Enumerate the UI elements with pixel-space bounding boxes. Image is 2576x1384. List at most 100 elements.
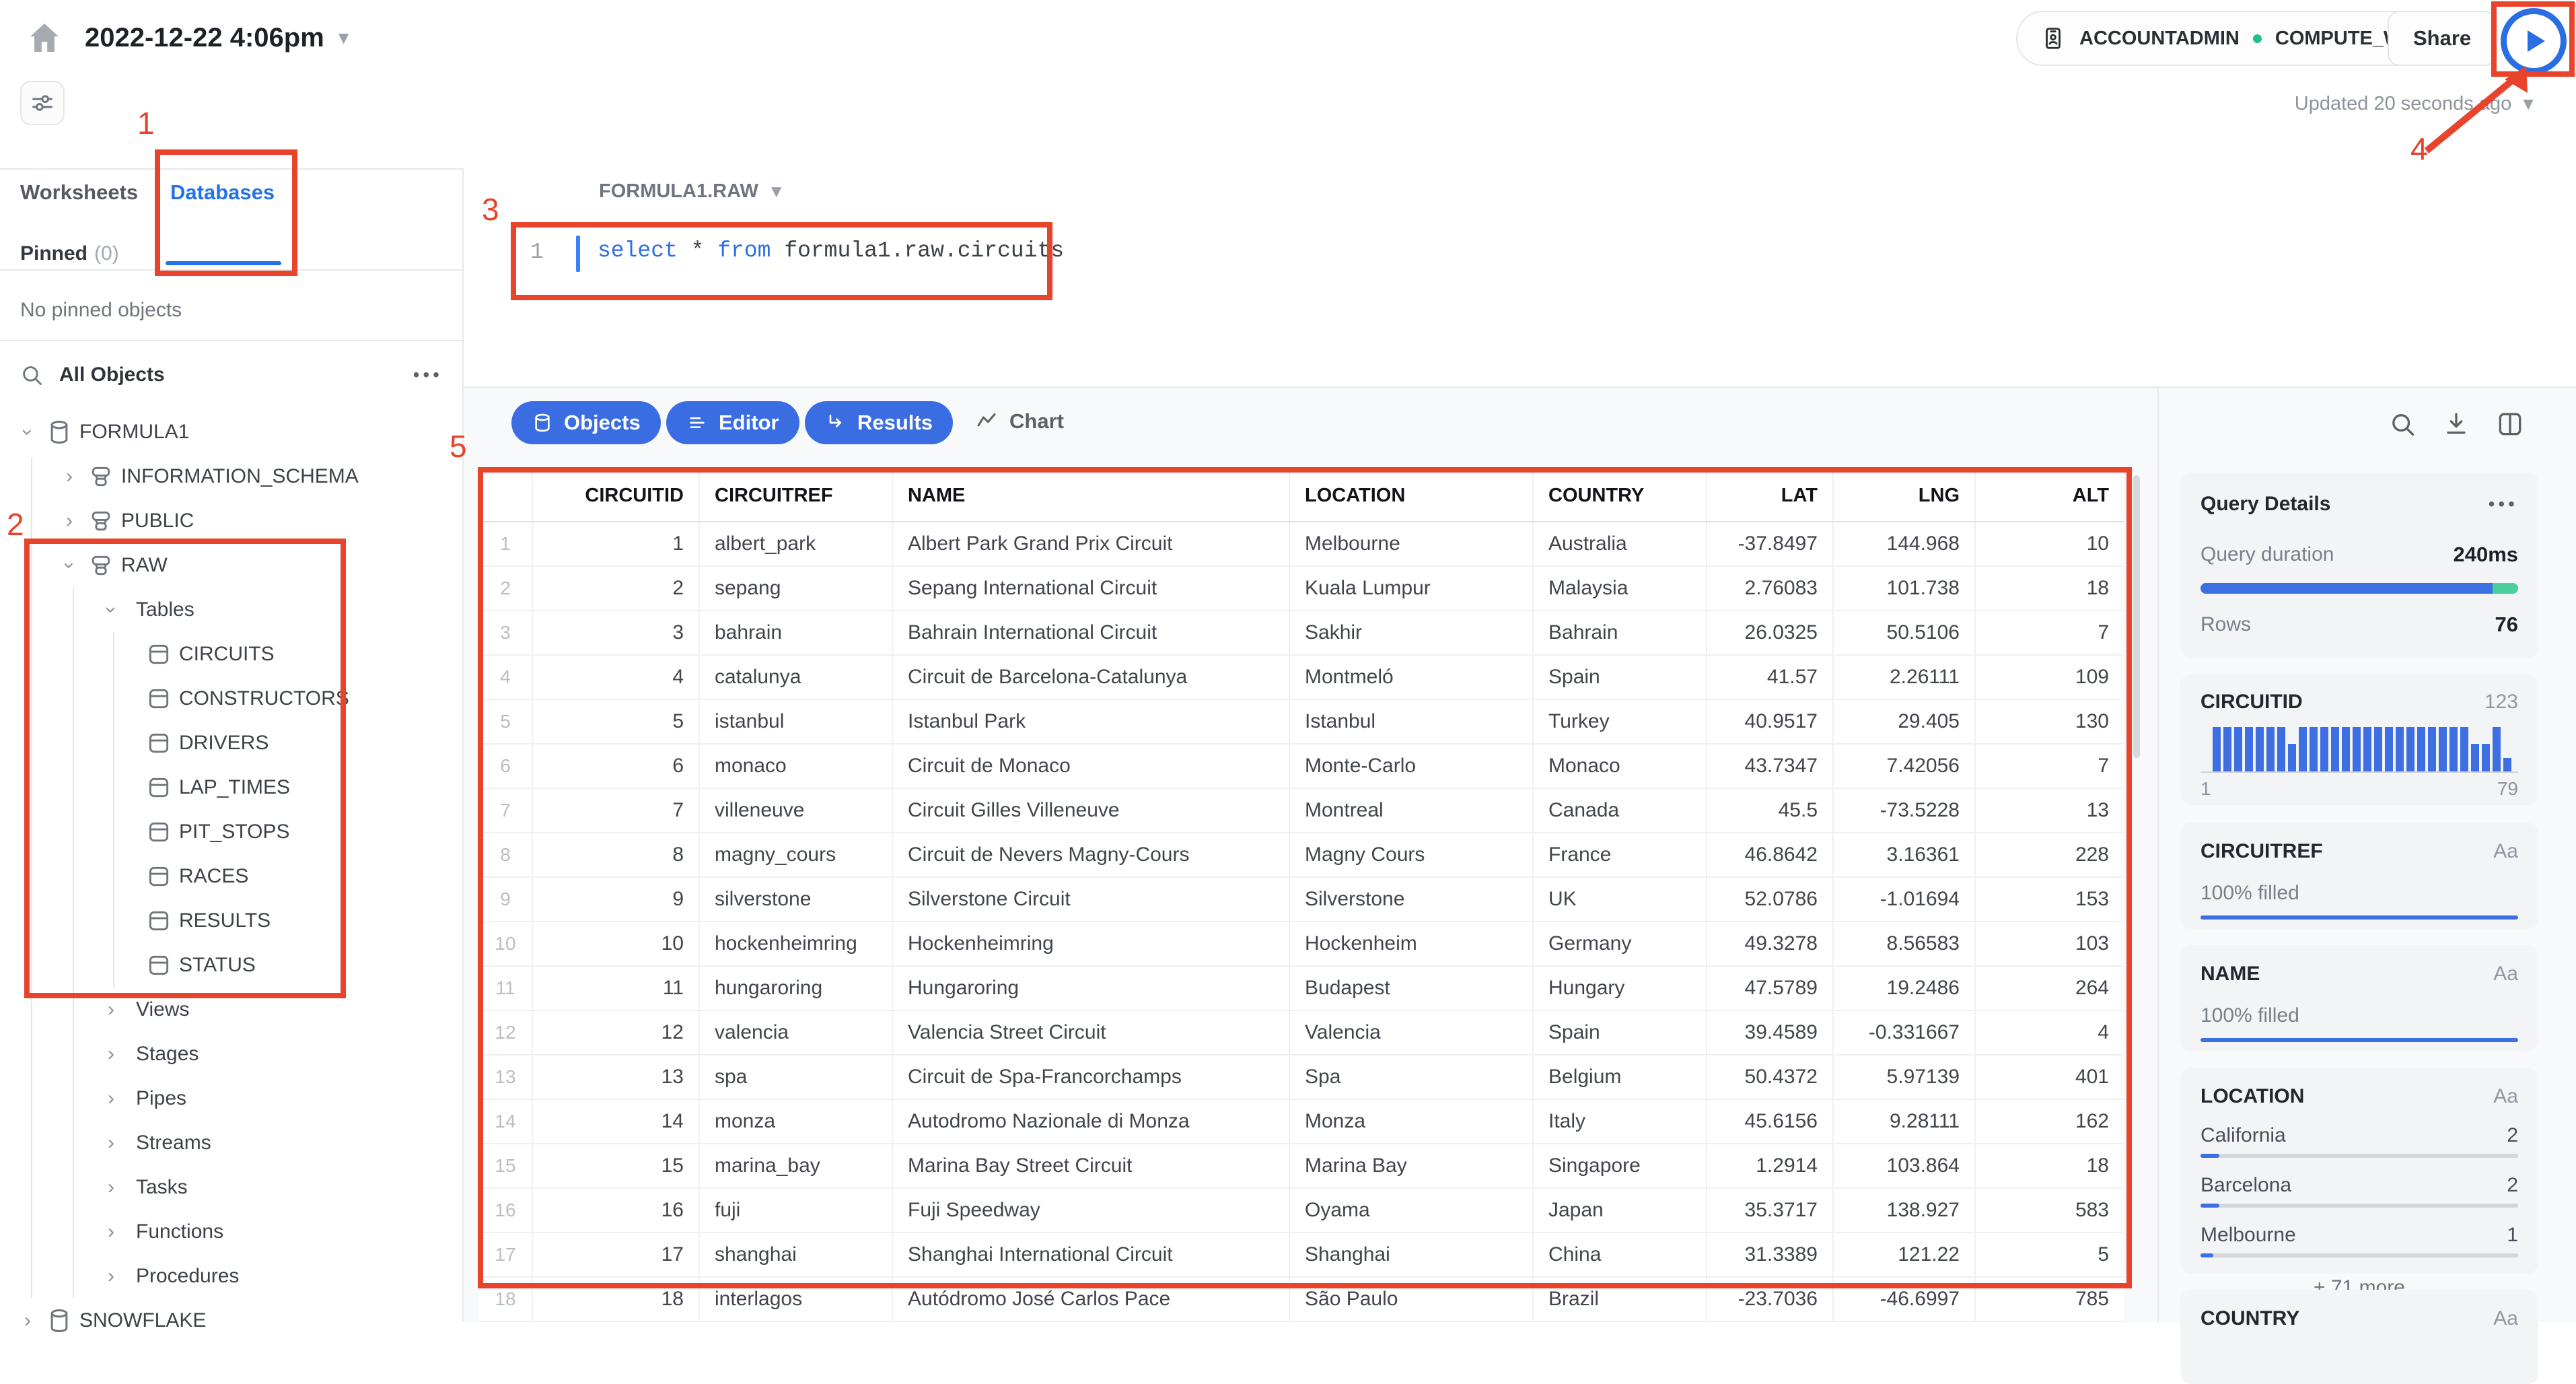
cell[interactable]: 7 (2098, 755, 2109, 777)
tree-item-races[interactable]: RACES (0, 854, 462, 899)
cell[interactable]: Belgium (1534, 1056, 1707, 1099)
sql-code-line[interactable]: select * from formula1.raw.circuits (598, 238, 1064, 263)
cell[interactable]: 5.97139 (1834, 1056, 1976, 1099)
chevron-right-icon[interactable]: › (108, 1132, 114, 1154)
split-view-button[interactable] (2495, 409, 2525, 439)
cell[interactable]: 12 (533, 1011, 700, 1054)
tab-chart[interactable]: Chart (974, 409, 1064, 434)
cell[interactable]: France (1534, 833, 1707, 876)
cell[interactable]: 153 (2075, 888, 2109, 910)
cell[interactable]: 31.3389 (1707, 1233, 1834, 1276)
column-header-circuitref[interactable]: CIRCUITREF (700, 470, 893, 521)
chevron-down-icon[interactable]: › (17, 429, 39, 436)
cell[interactable]: 47.5789 (1707, 967, 1834, 1010)
table-row[interactable]: 15 15 marina_bay Marina Bay Street Circuit M… (479, 1144, 2124, 1189)
cell[interactable]: Spain (1534, 656, 1707, 699)
table-row[interactable]: 10 10 hockenheimring Hockenheimring Hockenhe… (479, 922, 2124, 967)
cell[interactable]: bahrain (700, 611, 893, 654)
table-row[interactable]: 1 1 albert_park Albert Park Grand Prix Circ… (479, 522, 2124, 567)
tab-objects[interactable]: Objects (511, 401, 661, 444)
cell[interactable]: silverstone (700, 878, 893, 921)
column-header-alt[interactable]: ALT (2072, 484, 2109, 506)
cell[interactable]: 101.738 (1834, 567, 1976, 610)
tree-item-information_schema[interactable]: › INFORMATION_SCHEMA (0, 454, 462, 499)
table-row[interactable]: 5 5 istanbul Istanbul Park Istanbul Turkey 40.… (479, 700, 2124, 745)
cell[interactable]: hungaroring (700, 967, 893, 1010)
chevron-right-icon[interactable]: › (108, 998, 114, 1020)
chevron-right-icon[interactable]: › (66, 465, 73, 487)
chevron-right-icon[interactable]: › (108, 1087, 114, 1109)
cell[interactable]: Marina Bay (1290, 1144, 1534, 1187)
table-row[interactable]: 8 8 magny_cours Circuit de Nevers Magny-Cou… (479, 833, 2124, 878)
location-column-card[interactable]: LOCATION Aa California 2 Barcelona 2 Melbour… (2180, 1068, 2538, 1299)
cell[interactable]: 35.3717 (1707, 1189, 1834, 1232)
cell[interactable]: 401 (2075, 1066, 2109, 1088)
cell[interactable]: villeneuve (700, 789, 893, 832)
cell[interactable]: 8 (533, 833, 700, 876)
cell[interactable]: Montreal (1290, 789, 1534, 832)
cell[interactable]: Albert Park Grand Prix Circuit (893, 522, 1290, 565)
cell[interactable]: Japan (1534, 1189, 1707, 1232)
cell[interactable]: 39.4589 (1707, 1011, 1834, 1054)
cell[interactable]: 18 (2086, 1154, 2109, 1177)
tree-item-lap_times[interactable]: LAP_TIMES (0, 765, 462, 810)
cell[interactable]: 8.56583 (1834, 922, 1976, 965)
chevron-right-icon[interactable]: › (24, 1309, 31, 1331)
download-results-button[interactable] (2441, 409, 2471, 439)
cell[interactable]: 144.968 (1834, 522, 1976, 565)
tree-item-circuits[interactable]: CIRCUITS (0, 632, 462, 677)
cell[interactable]: spa (700, 1056, 893, 1099)
table-row[interactable]: 17 17 shanghai Shanghai International Circu… (479, 1233, 2124, 1278)
tree-item-tables[interactable]: › Tables (0, 588, 462, 632)
run-button[interactable] (2501, 8, 2567, 74)
cell[interactable]: 264 (2075, 977, 2109, 999)
cell[interactable]: Canada (1534, 789, 1707, 832)
cell[interactable]: shanghai (700, 1233, 893, 1276)
cell[interactable]: 7.42056 (1834, 745, 1976, 788)
cell[interactable]: -1.01694 (1834, 878, 1976, 921)
cell[interactable]: 45.5 (1707, 789, 1834, 832)
cell[interactable]: -73.5228 (1834, 789, 1976, 832)
cell[interactable]: 41.57 (1707, 656, 1834, 699)
tree-item-procedures[interactable]: › Procedures (0, 1254, 462, 1299)
table-row[interactable]: 9 9 silverstone Silverstone Circuit Silverst… (479, 878, 2124, 922)
worksheet-title-dropdown[interactable]: 2022-12-22 4:06pm ▼ (85, 23, 353, 53)
cell[interactable]: 18 (533, 1278, 700, 1321)
tree-item-streams[interactable]: › Streams (0, 1121, 462, 1165)
tab-results[interactable]: Results (805, 401, 953, 444)
chevron-down-icon[interactable]: › (59, 562, 81, 569)
cell[interactable]: UK (1534, 878, 1707, 921)
search-results-button[interactable] (2388, 409, 2417, 439)
cell[interactable]: Silverstone Circuit (893, 878, 1290, 921)
cell[interactable]: Istanbul (1290, 700, 1534, 743)
cell[interactable]: Australia (1534, 522, 1707, 565)
cell[interactable]: Hockenheimring (893, 922, 1290, 965)
cell[interactable]: Hungary (1534, 967, 1707, 1010)
table-row[interactable]: 16 16 fuji Fuji Speedway Oyama Japan 35.3717 13… (479, 1189, 2124, 1233)
table-row[interactable]: 2 2 sepang Sepang International Circuit Kual… (479, 567, 2124, 611)
cell[interactable]: Spain (1534, 1011, 1707, 1054)
cell[interactable]: Sepang International Circuit (893, 567, 1290, 610)
column-header-country[interactable]: COUNTRY (1534, 470, 1707, 521)
cell[interactable]: 52.0786 (1707, 878, 1834, 921)
table-row[interactable]: 13 13 spa Circuit de Spa-Francorchamps Spa Be… (479, 1056, 2124, 1100)
chevron-down-icon[interactable]: › (100, 607, 122, 613)
tab-worksheets[interactable]: Worksheets (20, 180, 139, 204)
chevron-right-icon[interactable]: › (108, 1043, 114, 1065)
top-value-row[interactable]: Barcelona 2 (2201, 1174, 2518, 1197)
country-column-card[interactable]: COUNTRY Aa (2180, 1290, 2538, 1384)
tree-item-functions[interactable]: › Functions (0, 1210, 462, 1254)
cell[interactable]: Autódromo José Carlos Pace (893, 1278, 1290, 1321)
cell[interactable]: Circuit de Monaco (893, 745, 1290, 788)
cell[interactable]: 1 (533, 522, 700, 565)
top-value-row[interactable]: California 2 (2201, 1124, 2518, 1147)
cell[interactable]: monza (700, 1100, 893, 1143)
cell[interactable]: 15 (533, 1144, 700, 1187)
tree-item-constructors[interactable]: CONSTRUCTORS (0, 677, 462, 721)
filters-button[interactable] (20, 81, 65, 125)
cell[interactable]: 7 (2098, 621, 2109, 644)
share-button[interactable]: Share (2388, 11, 2497, 66)
cell[interactable]: Circuit Gilles Villeneuve (893, 789, 1290, 832)
cell[interactable]: 5 (533, 700, 700, 743)
cell[interactable]: 4 (2098, 1021, 2109, 1043)
